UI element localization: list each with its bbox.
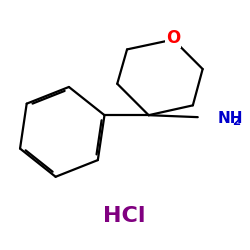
Text: O: O	[166, 29, 180, 47]
Text: HCl: HCl	[103, 206, 145, 226]
Text: 2: 2	[232, 115, 240, 128]
Text: NH: NH	[218, 111, 243, 126]
